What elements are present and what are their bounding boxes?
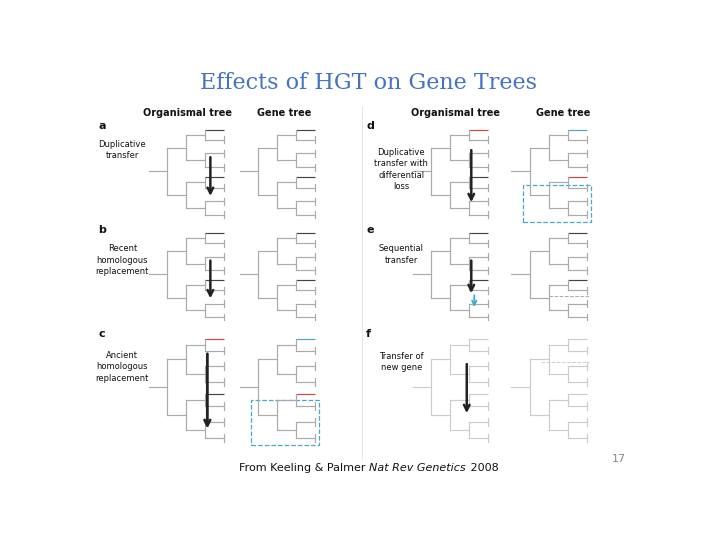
Bar xyxy=(251,401,320,445)
Text: Organismal tree: Organismal tree xyxy=(411,107,500,118)
Text: Organismal tree: Organismal tree xyxy=(143,107,232,118)
Text: Gene tree: Gene tree xyxy=(536,107,590,118)
Text: a: a xyxy=(99,121,106,131)
Text: Effects of HGT on Gene Trees: Effects of HGT on Gene Trees xyxy=(200,72,538,93)
Text: Sequential
transfer: Sequential transfer xyxy=(379,245,424,265)
Text: Ancient
homologous
replacement: Ancient homologous replacement xyxy=(96,351,149,383)
Text: Nat Rev Genetics: Nat Rev Genetics xyxy=(369,463,466,473)
Text: d: d xyxy=(366,121,374,131)
Text: Duplicative
transfer with
differential
loss: Duplicative transfer with differential l… xyxy=(374,148,428,191)
Text: From Keeling & Palmer: From Keeling & Palmer xyxy=(239,463,369,473)
Text: b: b xyxy=(99,225,107,235)
Bar xyxy=(523,185,591,221)
Text: 17: 17 xyxy=(611,454,626,464)
Text: 2008: 2008 xyxy=(467,463,498,473)
Text: Recent
homologous
replacement: Recent homologous replacement xyxy=(96,245,149,276)
Text: e: e xyxy=(366,225,374,235)
Text: Duplicative
transfer: Duplicative transfer xyxy=(99,140,146,160)
Text: c: c xyxy=(99,329,105,339)
Text: Gene tree: Gene tree xyxy=(257,107,311,118)
Text: f: f xyxy=(366,329,372,339)
Text: Transfer of
new gene: Transfer of new gene xyxy=(379,352,423,372)
